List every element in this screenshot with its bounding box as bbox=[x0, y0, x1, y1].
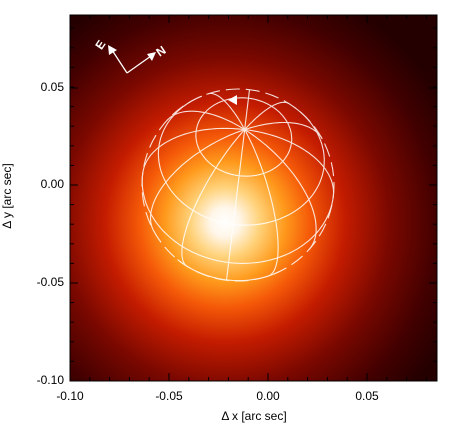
longitude-line bbox=[244, 129, 279, 277]
longitude-line bbox=[207, 92, 246, 130]
x-tick-label: 0.00 bbox=[256, 389, 280, 403]
longitude-line bbox=[244, 129, 317, 251]
latitude-line bbox=[157, 95, 325, 226]
y-tick-label: 0.05 bbox=[41, 80, 65, 94]
longitude-line bbox=[244, 121, 323, 140]
longitude-line bbox=[149, 129, 245, 232]
longitude-line bbox=[181, 129, 246, 267]
longitude-line bbox=[225, 129, 246, 281]
longitude-line bbox=[244, 89, 251, 130]
rotation-arrow-icon bbox=[228, 95, 237, 105]
x-tick-label: -0.05 bbox=[155, 389, 183, 403]
compass-rose bbox=[108, 45, 156, 74]
x-tick-label: -0.10 bbox=[56, 389, 84, 403]
axis-ticks bbox=[69, 15, 437, 382]
stellar-surface-grid bbox=[141, 88, 335, 282]
longitude-line bbox=[142, 127, 245, 174]
y-tick-label: -0.10 bbox=[37, 373, 65, 387]
y-tick-label: -0.05 bbox=[37, 275, 65, 289]
y-tick-label: 0.00 bbox=[41, 177, 65, 191]
longitude-line bbox=[166, 110, 245, 131]
x-tick-label: 0.05 bbox=[355, 389, 379, 403]
y-axis-title: Δ y [arc sec] bbox=[0, 163, 14, 228]
latitude-line bbox=[141, 173, 334, 264]
longitude-line bbox=[244, 101, 290, 130]
x-axis-title: Δ x [arc sec] bbox=[221, 409, 286, 423]
stellar-intensity-image bbox=[70, 15, 437, 381]
longitude-line bbox=[244, 129, 335, 197]
plot-frame bbox=[69, 14, 438, 382]
stellar-limb bbox=[141, 88, 335, 282]
